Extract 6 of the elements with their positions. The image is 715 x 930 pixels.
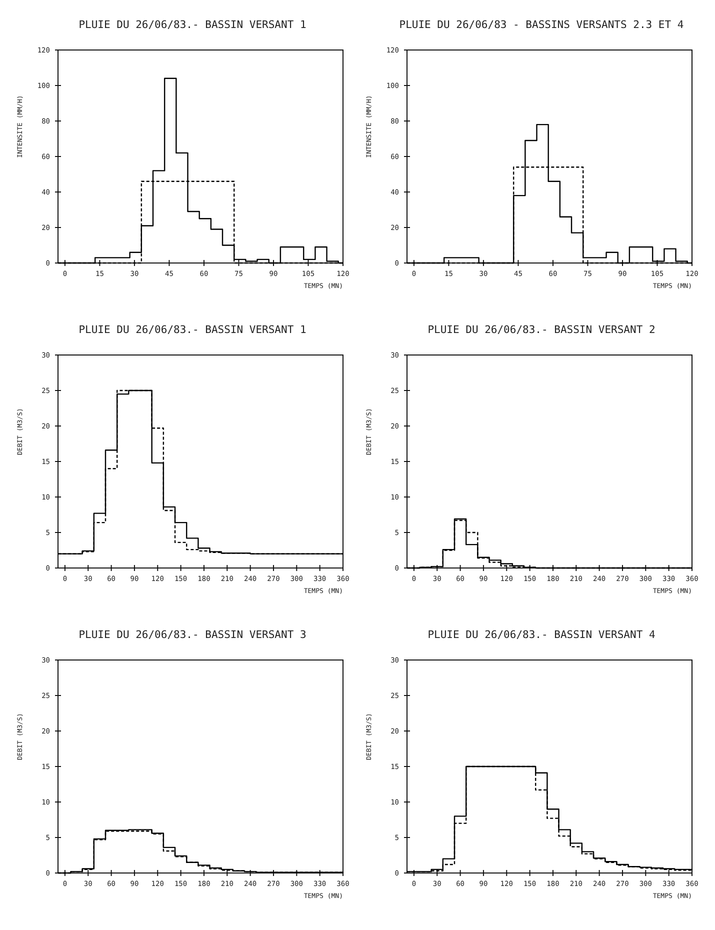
chart-title: PLUIE DU 26/06/83 - BASSINS VERSANTS 2.3 ET 4 xyxy=(399,19,684,31)
chart-title: PLUIE DU 26/06/83.- BASSIN VERSANT 4 xyxy=(428,629,656,641)
chart-title: PLUIE DU 26/06/83.- BASSIN VERSANT 1 xyxy=(78,324,306,336)
chart-title: PLUIE DU 26/06/83.- BASSIN VERSANT 2 xyxy=(428,324,656,336)
chart-title: PLUIE DU 26/06/83.- BASSIN VERSANT 1 xyxy=(78,19,306,31)
chart-title: PLUIE DU 26/06/83.- BASSIN VERSANT 3 xyxy=(78,629,306,641)
